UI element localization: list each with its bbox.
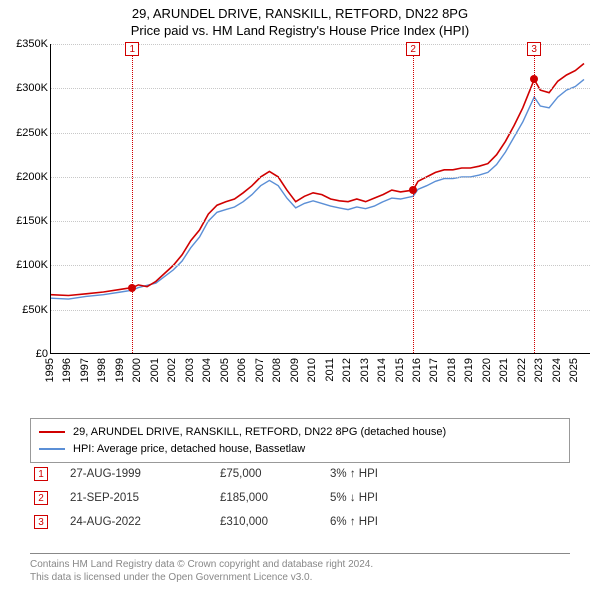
x-tick-label: 2001 bbox=[149, 358, 161, 382]
legend-row: HPI: Average price, detached house, Bass… bbox=[39, 441, 561, 458]
x-tick-label: 2024 bbox=[551, 358, 563, 382]
series-property bbox=[51, 64, 584, 296]
footer-line-2: This data is licensed under the Open Gov… bbox=[30, 571, 570, 584]
footer-line-1: Contains HM Land Registry data © Crown c… bbox=[30, 558, 570, 571]
sale-marker-line bbox=[413, 44, 414, 353]
sale-dot bbox=[409, 186, 417, 194]
x-tick-label: 1996 bbox=[61, 358, 73, 382]
sale-row-price: £75,000 bbox=[220, 468, 330, 480]
x-tick-label: 2009 bbox=[289, 358, 301, 382]
plot-area: 1 2 3 bbox=[50, 44, 590, 354]
sale-row-pct: 5% ↓ HPI bbox=[330, 492, 450, 504]
sale-row-price: £185,000 bbox=[220, 492, 330, 504]
sale-row-marker: 1 bbox=[34, 467, 48, 481]
legend: 29, ARUNDEL DRIVE, RANSKILL, RETFORD, DN… bbox=[30, 418, 570, 463]
x-tick-label: 2006 bbox=[236, 358, 248, 382]
footer: Contains HM Land Registry data © Crown c… bbox=[30, 553, 570, 584]
x-tick-label: 2017 bbox=[428, 358, 440, 382]
y-tick-label: £350K bbox=[16, 38, 48, 50]
x-tick-label: 2000 bbox=[131, 358, 143, 382]
x-tick-label: 1997 bbox=[79, 358, 91, 382]
x-axis: 1995199619971998199920002001200220032004… bbox=[50, 354, 590, 404]
sale-marker-box: 3 bbox=[527, 42, 541, 56]
sale-row-date: 24-AUG-2022 bbox=[70, 516, 220, 528]
sale-dot bbox=[128, 284, 136, 292]
chart-area: £0£50K£100K£150K£200K£250K£300K£350K 123… bbox=[0, 44, 600, 404]
sale-row-marker: 2 bbox=[34, 491, 48, 505]
x-tick-label: 2016 bbox=[411, 358, 423, 382]
sale-row-pct: 3% ↑ HPI bbox=[330, 468, 450, 480]
x-tick-label: 2011 bbox=[324, 358, 336, 382]
x-tick-label: 2025 bbox=[568, 358, 580, 382]
sale-row-marker: 3 bbox=[34, 515, 48, 529]
x-tick-label: 2012 bbox=[341, 358, 353, 382]
x-tick-label: 2008 bbox=[271, 358, 283, 382]
sale-row-price: £310,000 bbox=[220, 516, 330, 528]
legend-swatch bbox=[39, 431, 65, 433]
x-tick-label: 2003 bbox=[184, 358, 196, 382]
x-tick-label: 2018 bbox=[446, 358, 458, 382]
sale-marker-box: 2 bbox=[406, 42, 420, 56]
title-main: 29, ARUNDEL DRIVE, RANSKILL, RETFORD, DN… bbox=[0, 6, 600, 23]
x-tick-label: 2021 bbox=[498, 358, 510, 382]
legend-label: HPI: Average price, detached house, Bass… bbox=[73, 441, 305, 458]
x-tick-label: 2013 bbox=[359, 358, 371, 382]
y-tick-label: £150K bbox=[16, 215, 48, 227]
x-tick-label: 2007 bbox=[254, 358, 266, 382]
title-block: 29, ARUNDEL DRIVE, RANSKILL, RETFORD, DN… bbox=[0, 0, 600, 40]
x-tick-label: 2023 bbox=[533, 358, 545, 382]
sale-marker-line bbox=[132, 44, 133, 353]
x-tick-label: 2019 bbox=[463, 358, 475, 382]
x-tick-label: 2002 bbox=[166, 358, 178, 382]
x-tick-label: 2004 bbox=[201, 358, 213, 382]
legend-swatch bbox=[39, 448, 65, 450]
sale-dot bbox=[530, 75, 538, 83]
sales-table: 1 27-AUG-1999£75,0003% ↑ HPI 2 21-SEP-2015£… bbox=[30, 462, 570, 534]
sale-row: 1 27-AUG-1999£75,0003% ↑ HPI bbox=[30, 462, 570, 486]
sale-marker-line bbox=[534, 44, 535, 353]
y-tick-label: £50K bbox=[22, 304, 48, 316]
y-tick-label: £250K bbox=[16, 127, 48, 139]
x-tick-label: 1995 bbox=[44, 358, 56, 382]
x-tick-label: 1998 bbox=[96, 358, 108, 382]
sale-row-date: 27-AUG-1999 bbox=[70, 468, 220, 480]
sale-row: 2 21-SEP-2015£185,0005% ↓ HPI bbox=[30, 486, 570, 510]
sale-marker-box: 1 bbox=[125, 42, 139, 56]
x-tick-label: 2020 bbox=[481, 358, 493, 382]
x-tick-label: 2014 bbox=[376, 358, 388, 382]
legend-label: 29, ARUNDEL DRIVE, RANSKILL, RETFORD, DN… bbox=[73, 424, 446, 441]
legend-row: 29, ARUNDEL DRIVE, RANSKILL, RETFORD, DN… bbox=[39, 424, 561, 441]
title-sub: Price paid vs. HM Land Registry's House … bbox=[0, 23, 600, 40]
chart-container: 29, ARUNDEL DRIVE, RANSKILL, RETFORD, DN… bbox=[0, 0, 600, 590]
x-tick-label: 2015 bbox=[394, 358, 406, 382]
sale-row-date: 21-SEP-2015 bbox=[70, 492, 220, 504]
y-axis: £0£50K£100K£150K£200K£250K£300K£350K bbox=[0, 44, 50, 354]
y-tick-label: £200K bbox=[16, 171, 48, 183]
x-tick-label: 2005 bbox=[219, 358, 231, 382]
sale-row: 3 24-AUG-2022£310,0006% ↑ HPI bbox=[30, 510, 570, 534]
y-tick-label: £100K bbox=[16, 259, 48, 271]
x-tick-label: 2022 bbox=[516, 358, 528, 382]
y-tick-label: £300K bbox=[16, 82, 48, 94]
x-tick-label: 1999 bbox=[114, 358, 126, 382]
x-tick-label: 2010 bbox=[306, 358, 318, 382]
sale-row-pct: 6% ↑ HPI bbox=[330, 516, 450, 528]
